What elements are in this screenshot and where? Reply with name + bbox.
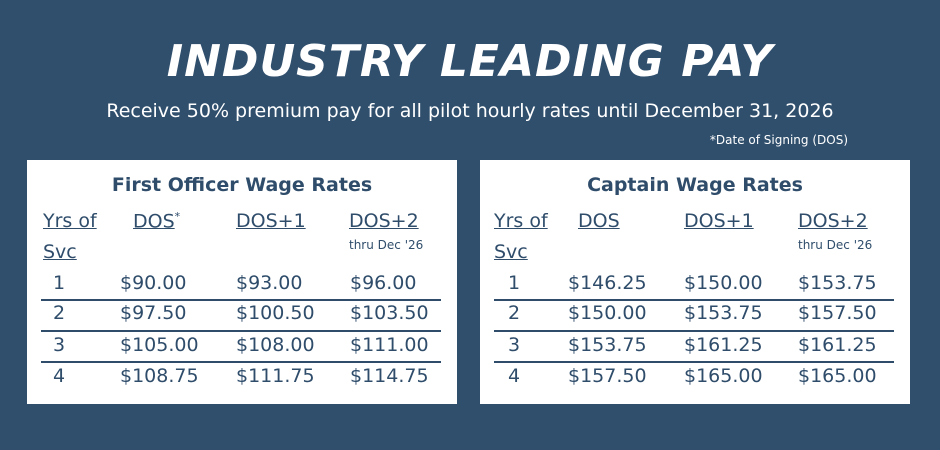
- rate-cell: $153.75: [568, 334, 647, 356]
- years-cell: 3: [53, 334, 66, 356]
- rate-cell: $108.75: [120, 365, 199, 387]
- rate-cell: $100.50: [236, 302, 315, 324]
- column-header: Yrs of Svc: [43, 206, 113, 268]
- rate-cell: $153.75: [798, 272, 877, 294]
- rate-cell: $161.25: [684, 334, 763, 356]
- row-divider: [41, 299, 441, 301]
- row-divider: [494, 330, 894, 332]
- rate-cell: $153.75: [684, 302, 763, 324]
- column-label: Yrs of Svc: [494, 210, 548, 263]
- column-header: Yrs of Svc: [494, 206, 564, 268]
- column-header: DOS+2: [349, 210, 419, 232]
- rate-cell: $97.50: [120, 302, 187, 324]
- years-cell: 1: [508, 272, 521, 294]
- rate-cell: $157.50: [568, 365, 647, 387]
- years-cell: 3: [508, 334, 521, 356]
- column-label: DOS+2: [349, 210, 419, 232]
- column-header: DOS+1: [684, 210, 754, 232]
- years-cell: 2: [508, 302, 521, 324]
- table-title: Captain Wage Rates: [587, 174, 803, 196]
- row-divider: [41, 330, 441, 332]
- column-header: DOS: [578, 210, 620, 232]
- column-subtext: thru Dec '26: [349, 238, 424, 252]
- rate-cell: $165.00: [684, 365, 763, 387]
- rate-cell: $111.00: [350, 334, 429, 356]
- column-header: DOS+2: [798, 210, 868, 232]
- rate-cell: $96.00: [350, 272, 417, 294]
- column-header: DOS+1: [236, 210, 306, 232]
- rate-cell: $105.00: [120, 334, 199, 356]
- rate-cell: $90.00: [120, 272, 187, 294]
- years-cell: 4: [508, 365, 521, 387]
- rate-cell: $108.00: [236, 334, 315, 356]
- rate-cell: $146.25: [568, 272, 647, 294]
- rate-cell: $150.00: [568, 302, 647, 324]
- table-title: First Officer Wage Rates: [111, 174, 373, 196]
- column-subtext: thru Dec '26: [798, 238, 873, 252]
- row-divider: [494, 299, 894, 301]
- years-cell: 4: [53, 365, 66, 387]
- column-label: DOS+1: [684, 210, 754, 232]
- rate-cell: $157.50: [798, 302, 877, 324]
- years-cell: 1: [53, 272, 66, 294]
- wage-table: Captain Wage Rates Yrs of Svc DOS DOS+1 DOS+…: [480, 160, 910, 404]
- wage-table: First Officer Wage Rates Yrs of Svc DOS* DO…: [27, 160, 457, 404]
- footnote-mark: *: [174, 210, 181, 223]
- rate-cell: $93.00: [236, 272, 303, 294]
- rate-cell: $165.00: [798, 365, 877, 387]
- rate-cell: $114.75: [350, 365, 429, 387]
- row-divider: [494, 361, 894, 363]
- row-divider: [41, 361, 441, 363]
- column-label: DOS+2: [798, 210, 868, 232]
- column-label: DOS+1: [236, 210, 306, 232]
- footnote: *Date of Signing (DOS): [709, 133, 848, 147]
- years-cell: 2: [53, 302, 66, 324]
- rate-cell: $111.75: [236, 365, 315, 387]
- subtitle: Receive 50% premium pay for all pilot ho…: [106, 100, 834, 122]
- column-label: DOS: [133, 210, 175, 233]
- column-header: DOS*: [133, 210, 180, 232]
- rate-cell: $103.50: [350, 302, 429, 324]
- rate-cell: $161.25: [798, 334, 877, 356]
- title: INDUSTRY LEADING PAY: [166, 36, 774, 87]
- column-label: DOS: [578, 210, 620, 232]
- column-label: Yrs of Svc: [43, 210, 97, 263]
- rate-cell: $150.00: [684, 272, 763, 294]
